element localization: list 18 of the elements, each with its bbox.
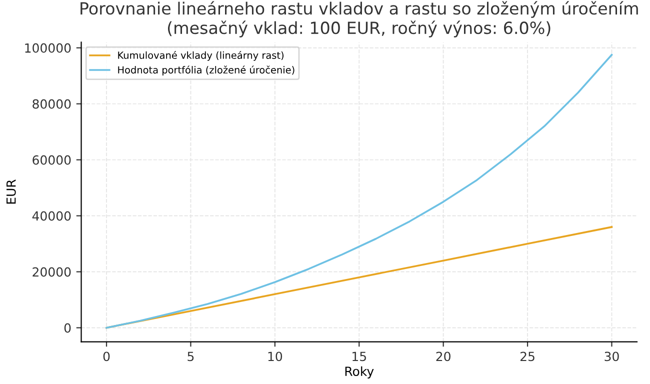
x-tick-label: 30 — [604, 352, 619, 362]
x-tick-label: 15 — [352, 352, 366, 362]
y-tick-label: 20000 — [32, 267, 71, 277]
y-tick-label: 80000 — [32, 99, 71, 109]
x-tick-label: 10 — [268, 352, 282, 362]
y-tick-label: 100000 — [25, 43, 71, 53]
y-tick-label: 60000 — [32, 155, 71, 165]
legend-label: Kumulované vklady (lineárny rast) — [118, 50, 284, 61]
x-tick-label: 5 — [188, 352, 194, 362]
x-tick-label: 0 — [103, 352, 110, 362]
x-tick-label: 25 — [520, 352, 534, 362]
chart-title: Porovnanie lineárneho rastu vkladov a rastu so zloženým úročením (mesačný vklad: 100 EUR, ročný výnos: 6.0%) — [80, 1, 638, 38]
y-tick-label: 40000 — [32, 211, 71, 221]
x-axis-title: Roky — [345, 366, 374, 378]
x-tick-label: 20 — [436, 352, 450, 362]
legend-label: Hodnota portfólia (zložené úročenie) — [118, 66, 294, 76]
y-axis-title: EUR — [6, 179, 16, 204]
y-tick-label: 0 — [64, 323, 71, 333]
